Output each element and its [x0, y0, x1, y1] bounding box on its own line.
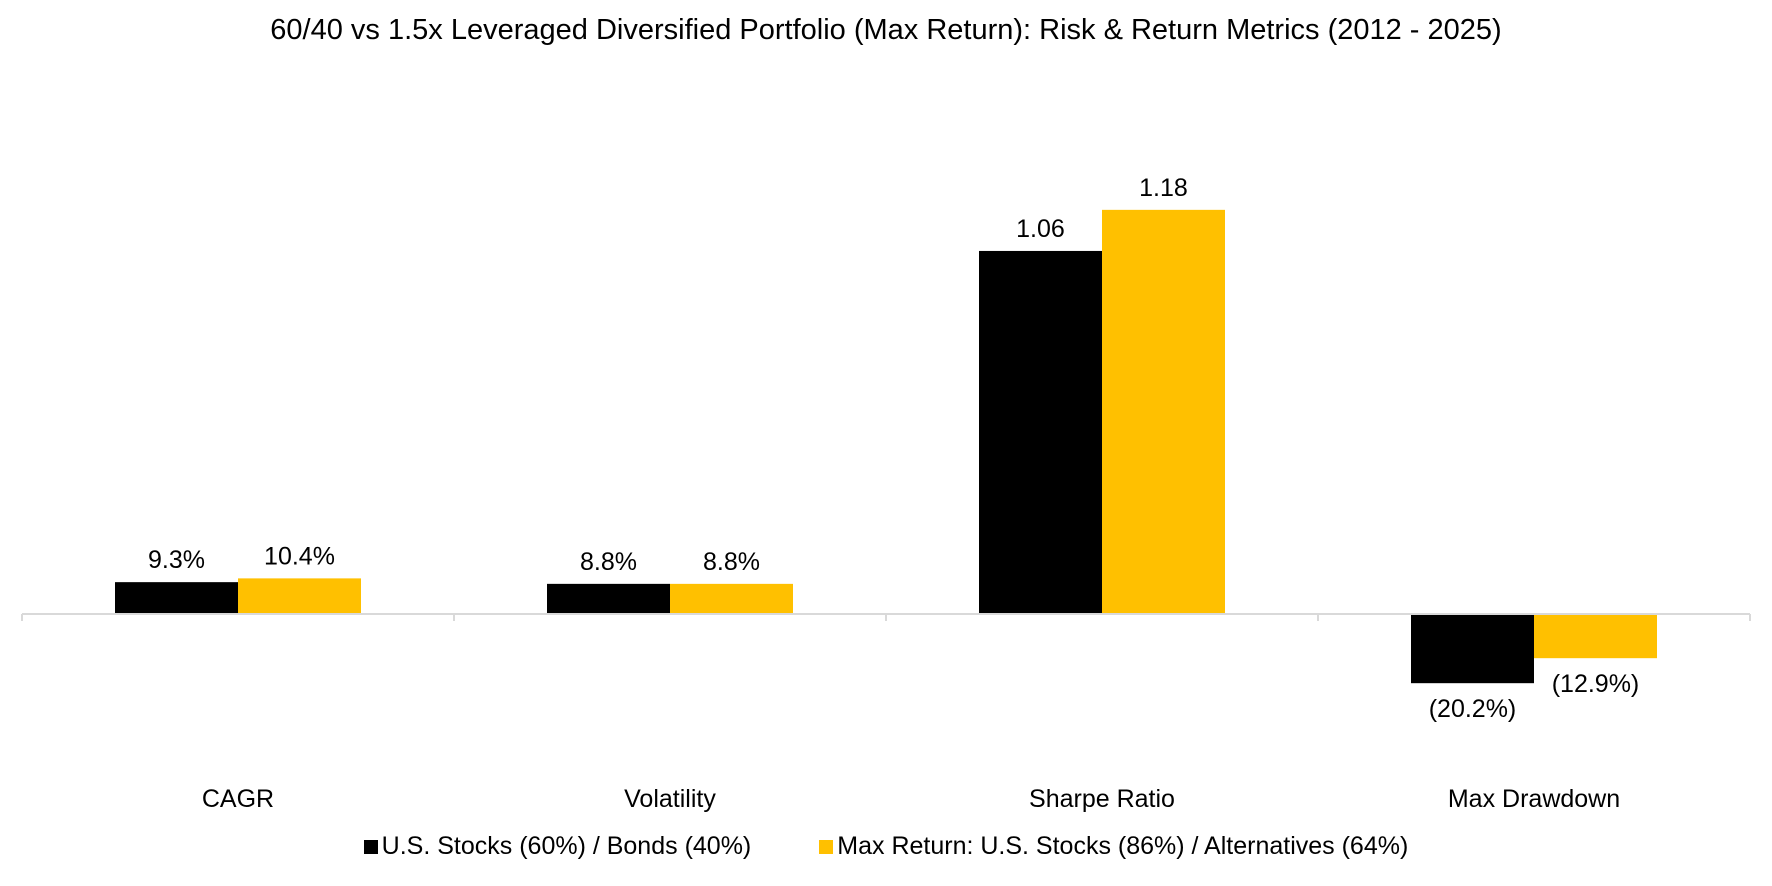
category-label: Max Drawdown	[1448, 785, 1620, 813]
bar-series-1	[979, 250, 1102, 614]
data-label-series-1: (20.2%)	[1429, 695, 1517, 723]
legend-swatch-series-2	[819, 839, 834, 854]
bar-series-2	[1534, 614, 1657, 659]
category-label: CAGR	[202, 785, 274, 813]
bar-series-1	[115, 582, 238, 614]
data-label-series-2: (12.9%)	[1552, 670, 1640, 698]
category-label: Volatility	[624, 785, 716, 813]
data-label-series-2: 10.4%	[264, 542, 335, 570]
legend-swatch-series-1	[363, 839, 378, 854]
data-label-series-2: 1.18	[1139, 174, 1188, 202]
bar-series-1	[547, 583, 670, 614]
legend: U.S. Stocks (60%) / Bonds (40%) Max Retu…	[0, 832, 1772, 861]
legend-item-series-1: U.S. Stocks (60%) / Bonds (40%)	[363, 832, 752, 861]
data-label-series-2: 8.8%	[703, 548, 760, 576]
legend-label-series-2: Max Return: U.S. Stocks (86%) / Alternat…	[837, 832, 1409, 860]
bar-series-2	[670, 583, 793, 614]
bar-series-2	[1102, 209, 1225, 614]
data-label-series-1: 1.06	[1016, 215, 1065, 243]
legend-item-series-2: Max Return: U.S. Stocks (86%) / Alternat…	[819, 832, 1408, 861]
category-label: Sharpe Ratio	[1029, 785, 1175, 813]
data-label-series-1: 9.3%	[148, 546, 205, 574]
bar-series-2	[238, 578, 361, 614]
data-label-series-1: 8.8%	[580, 548, 637, 576]
chart-title: 60/40 vs 1.5x Leveraged Diversified Port…	[270, 14, 1502, 46]
bar-series-1	[1411, 614, 1534, 684]
legend-label-series-1: U.S. Stocks (60%) / Bonds (40%)	[381, 832, 752, 860]
